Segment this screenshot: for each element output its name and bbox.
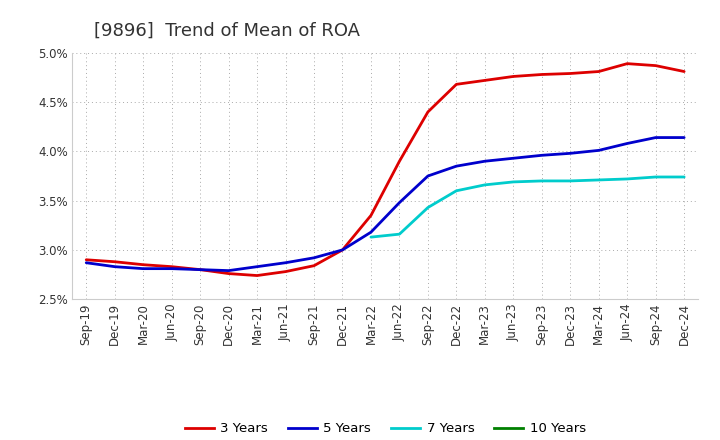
Legend: 3 Years, 5 Years, 7 Years, 10 Years: 3 Years, 5 Years, 7 Years, 10 Years bbox=[179, 417, 591, 440]
Text: [9896]  Trend of Mean of ROA: [9896] Trend of Mean of ROA bbox=[94, 22, 359, 40]
